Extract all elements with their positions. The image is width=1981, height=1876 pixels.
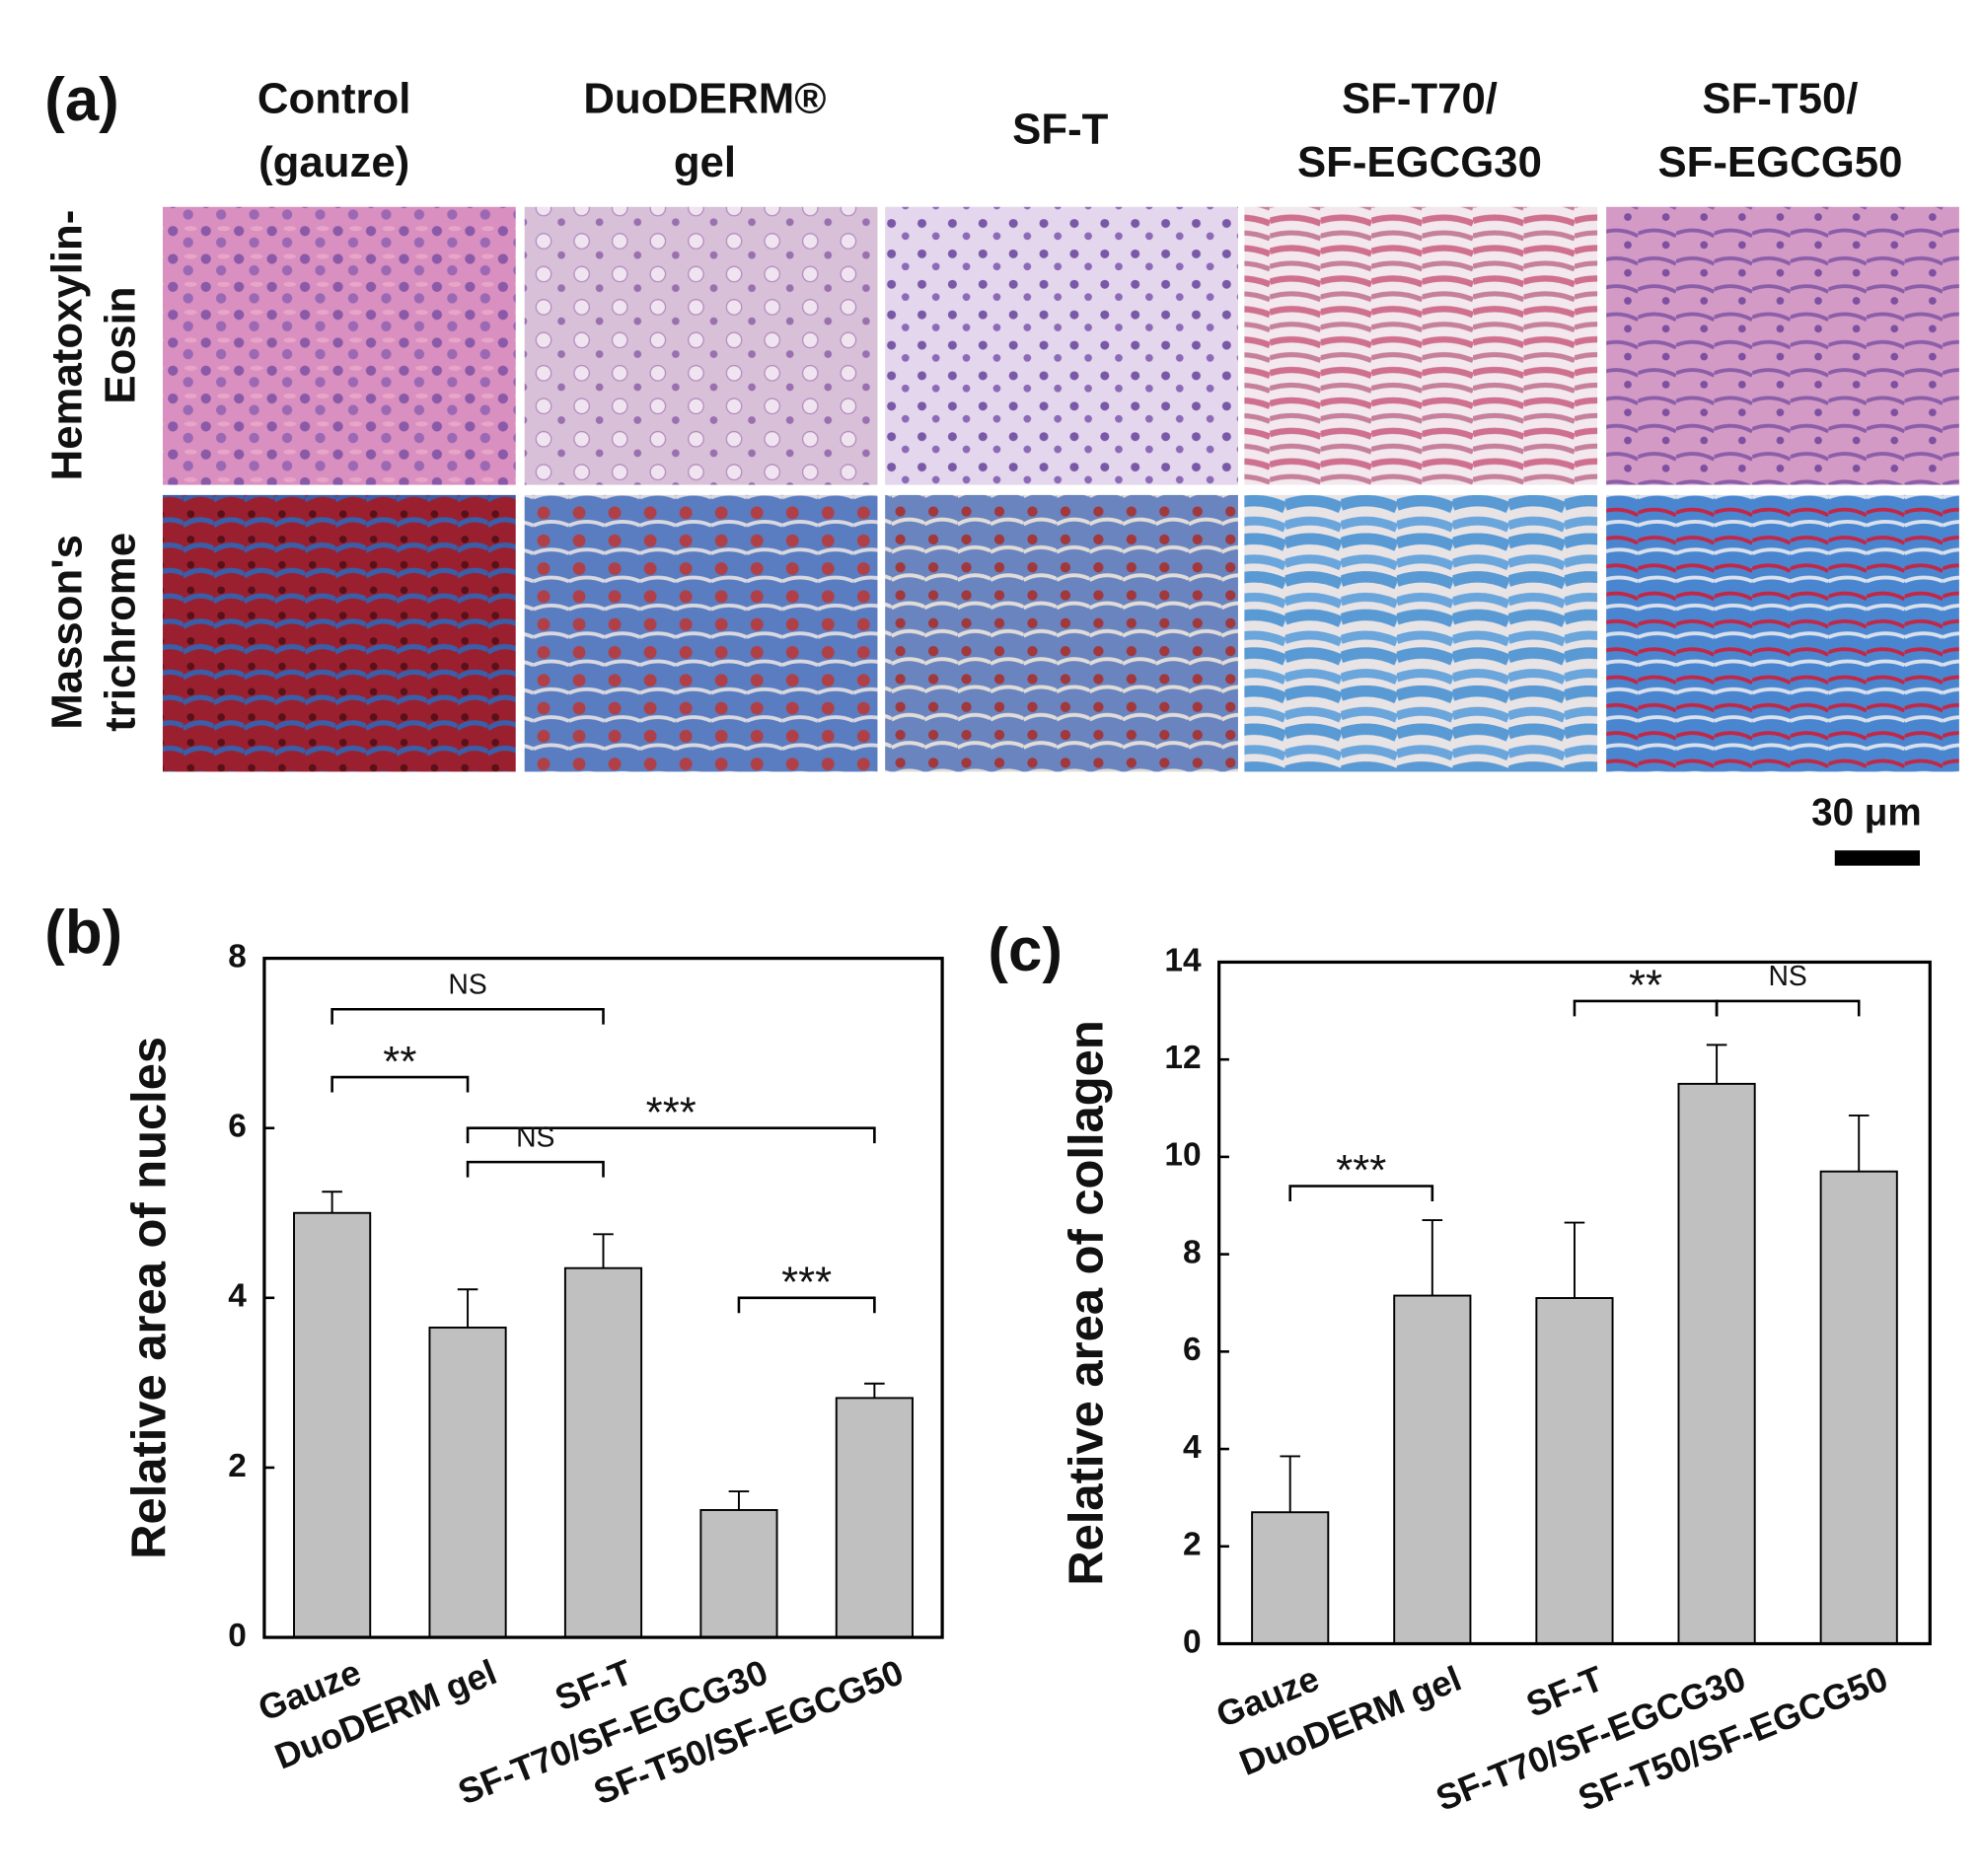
error-bar — [1848, 1114, 1870, 1172]
y-tick-label: 4 — [1183, 1429, 1202, 1466]
error-bar — [728, 1490, 750, 1510]
row-label: Masson's — [43, 535, 92, 730]
micrograph — [885, 494, 1238, 772]
micrograph — [524, 206, 878, 485]
row-label: trichrome — [97, 533, 145, 732]
significance-label: NS — [448, 969, 486, 1000]
y-axis-label: Relative area of nucles — [123, 1037, 177, 1559]
error-bar — [593, 1233, 614, 1268]
micrograph — [1606, 206, 1959, 485]
bar — [699, 1509, 778, 1639]
significance-label: NS — [516, 1120, 554, 1152]
error-bar — [1706, 1044, 1727, 1084]
micrograph — [162, 494, 516, 772]
panel-label: (a) — [44, 66, 118, 134]
significance-bracket — [330, 1075, 470, 1093]
column-header: SF-T70/ — [1342, 75, 1498, 123]
error-bar — [1422, 1219, 1443, 1296]
panel-label: (c) — [988, 916, 1062, 984]
row-label: Hematoxylin- — [43, 210, 92, 481]
y-tick-label: 2 — [1183, 1527, 1202, 1563]
significance-bracket — [1715, 999, 1861, 1017]
column-header: DuoDERM® — [583, 75, 826, 123]
y-tick-label: 8 — [228, 938, 247, 974]
error-bar — [1564, 1221, 1585, 1299]
error-bar — [864, 1382, 885, 1399]
column-header: SF-EGCG30 — [1297, 138, 1542, 186]
micrographs — [162, 206, 1959, 772]
column-header: SF-T — [1012, 105, 1108, 153]
micrograph — [1606, 494, 1959, 772]
column-header: (gauze) — [258, 138, 409, 186]
significance-label: *** — [781, 1259, 832, 1307]
significance-label: ** — [383, 1038, 416, 1086]
significance-label: *** — [646, 1088, 697, 1136]
y-axis-label: Relative area of collagen — [1060, 1020, 1113, 1585]
significance-bracket — [330, 1007, 605, 1025]
micrograph — [885, 206, 1238, 485]
bar — [1819, 1170, 1898, 1645]
bar — [1535, 1297, 1614, 1645]
bar — [563, 1266, 643, 1639]
significance-bracket — [466, 1160, 605, 1178]
error-bar — [457, 1288, 478, 1328]
micrograph — [524, 494, 878, 772]
y-tick-label: 2 — [228, 1448, 247, 1484]
significance-label: ** — [1629, 962, 1662, 1010]
y-tick-label: 14 — [1164, 942, 1202, 978]
y-tick-label: 0 — [1183, 1623, 1202, 1660]
micrograph — [1244, 494, 1598, 772]
column-header: SF-EGCG50 — [1657, 138, 1902, 186]
column-header: gel — [674, 138, 736, 186]
scale-bar-label: 30 μm — [1811, 791, 1922, 833]
y-tick-label: 4 — [228, 1278, 247, 1315]
row-label: Eosin — [97, 286, 145, 403]
micrograph — [1244, 206, 1598, 485]
significance-bracket — [1288, 1185, 1434, 1201]
significance-label: NS — [1769, 960, 1807, 991]
micrograph — [162, 206, 516, 485]
significance-bracket — [737, 1296, 876, 1314]
panel-label: (b) — [44, 899, 122, 967]
column-header: Control — [257, 75, 411, 123]
scale-bar — [1834, 850, 1920, 866]
bar — [1251, 1511, 1330, 1645]
plot-frame — [1217, 960, 1932, 1646]
error-bar — [322, 1191, 342, 1213]
y-tick-label: 6 — [1183, 1332, 1202, 1368]
bar — [1393, 1294, 1472, 1645]
y-tick-label: 10 — [1164, 1137, 1201, 1174]
column-header: SF-T50/ — [1702, 75, 1858, 123]
plot-frame — [262, 956, 944, 1639]
y-tick-label: 8 — [1183, 1234, 1202, 1270]
bar — [428, 1326, 507, 1639]
bar — [1677, 1082, 1756, 1645]
significance-bracket — [466, 1126, 876, 1144]
bar — [293, 1211, 372, 1639]
bar — [835, 1397, 914, 1639]
y-tick-label: 0 — [228, 1618, 247, 1654]
y-tick-label: 12 — [1164, 1040, 1201, 1076]
significance-label: *** — [1336, 1146, 1386, 1194]
error-bar — [1280, 1455, 1300, 1513]
y-tick-label: 6 — [228, 1109, 247, 1145]
